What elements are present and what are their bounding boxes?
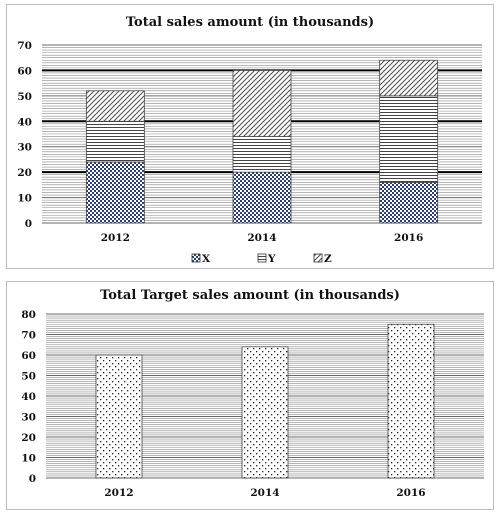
- y-axis-ticks: 0 10 20 30 40 50 60 70: [17, 40, 32, 230]
- bar-2014: [241, 346, 289, 479]
- chart-title: Total sales amount (in thousands): [126, 15, 374, 30]
- x-axis-ticks: 2012 2014 2016: [104, 487, 425, 499]
- y-tick-label: 20: [21, 432, 36, 444]
- y-tick-label: 60: [21, 350, 36, 362]
- y-tick-label: 30: [21, 412, 36, 424]
- bars: [95, 323, 435, 479]
- x-tick-label: 2012: [104, 487, 133, 499]
- sales-chart-panel: Total sales amount (in thousands) 0 10 20 3…: [6, 4, 494, 269]
- y-tick-label: 70: [21, 330, 36, 342]
- legend: X Y Z: [191, 253, 332, 265]
- y-tick-label: 70: [17, 40, 32, 52]
- y-tick-label: 0: [25, 218, 32, 230]
- y-tick-label: 50: [17, 91, 32, 103]
- x-tick-label: 2014: [247, 232, 276, 244]
- legend-item-y: Y: [257, 253, 276, 265]
- sales-chart: Total sales amount (in thousands) 0 10 20 3…: [17, 15, 482, 265]
- legend-swatch: [191, 253, 201, 263]
- y-tick-label: 60: [17, 65, 32, 77]
- y-tick-label: 40: [17, 116, 32, 128]
- target-chart-panel: Total Target sales amount (in thousands)…: [6, 281, 494, 510]
- bar-x-2016: [379, 181, 439, 224]
- bar-z-2014: [232, 70, 292, 137]
- x-tick-label: 2016: [396, 487, 425, 499]
- x-tick-label: 2016: [394, 232, 423, 244]
- legend-label: Y: [267, 253, 276, 265]
- legend-item-x: X: [191, 253, 211, 265]
- bar-2012: [95, 354, 143, 479]
- x-axis-ticks: 2012 2014 2016: [101, 232, 424, 244]
- bar-z-2012: [85, 90, 145, 122]
- bars: [85, 59, 439, 224]
- x-tick-label: 2012: [101, 232, 130, 244]
- y-tick-label: 10: [21, 453, 36, 465]
- chart-title: Total Target sales amount (in thousands): [100, 288, 400, 303]
- y-tick-label: 0: [29, 473, 36, 485]
- legend-label: Z: [324, 253, 332, 265]
- legend-swatch: [313, 253, 323, 263]
- y-tick-label: 40: [21, 391, 36, 403]
- bar-y-2012: [85, 120, 145, 163]
- bar-x-2012: [85, 161, 145, 224]
- bar-z-2016: [379, 59, 439, 97]
- y-tick-label: 20: [17, 167, 32, 179]
- target-chart: Total Target sales amount (in thousands)…: [21, 288, 484, 499]
- bar-y-2016: [379, 95, 439, 183]
- y-tick-label: 30: [17, 142, 32, 154]
- y-tick-label: 80: [21, 309, 36, 321]
- y-tick-label: 50: [21, 371, 36, 383]
- legend-swatch: [257, 253, 267, 263]
- bar-x-2014: [232, 171, 292, 224]
- y-tick-label: 10: [17, 193, 32, 205]
- bar-y-2014: [232, 136, 292, 173]
- y-axis-ticks: 0 10 20 30 40 50 60 70 80: [21, 309, 36, 485]
- legend-item-z: Z: [313, 253, 332, 265]
- legend-label: X: [202, 253, 211, 265]
- x-tick-label: 2014: [250, 487, 279, 499]
- bar-2016: [387, 323, 435, 479]
